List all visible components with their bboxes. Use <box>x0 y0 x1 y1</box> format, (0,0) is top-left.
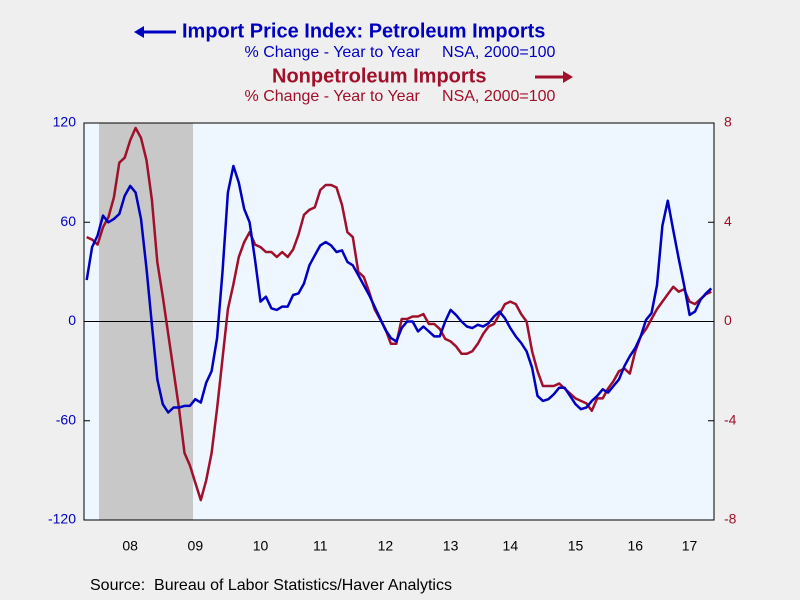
x-tick-label: 08 <box>122 538 138 554</box>
y2-tick-label: 4 <box>724 213 732 229</box>
x-tick-label: 15 <box>568 538 584 554</box>
x-tick-label: 09 <box>188 538 204 554</box>
x-tick-label: 17 <box>682 538 698 554</box>
x-tick-label: 16 <box>627 538 643 554</box>
y-tick-label: -60 <box>56 411 76 427</box>
x-tick-label: 12 <box>378 538 394 554</box>
y-tick-label: 120 <box>53 114 77 130</box>
legend-arrow <box>134 26 573 83</box>
series-title: Import Price Index: Petroleum Imports <box>182 20 545 42</box>
y2-tick-label: -4 <box>724 411 737 427</box>
y2-tick-label: 0 <box>724 312 732 328</box>
x-tick-label: 13 <box>443 538 459 554</box>
plot-frame <box>83 122 715 521</box>
y-tick-label: 0 <box>68 312 76 328</box>
y-tick-label: 60 <box>60 213 76 229</box>
y2-tick-label: -8 <box>724 511 737 527</box>
series-line <box>86 126 712 502</box>
x-tick-label: 10 <box>253 538 269 554</box>
series-title: Nonpetroleum Imports <box>272 65 486 87</box>
source: Source: Bureau of Labor Statistics/Haver… <box>90 577 452 594</box>
y-tick-label: -120 <box>48 511 76 527</box>
series-line <box>85 164 713 414</box>
x-tick-label: 14 <box>503 538 519 554</box>
series-subtitle: % Change - Year to Year NSA, 2000=100 <box>245 88 556 105</box>
y2-tick-label: 8 <box>724 114 732 130</box>
x-tick-label: 11 <box>313 538 328 554</box>
series-subtitle: % Change - Year to Year NSA, 2000=100 <box>245 44 556 61</box>
